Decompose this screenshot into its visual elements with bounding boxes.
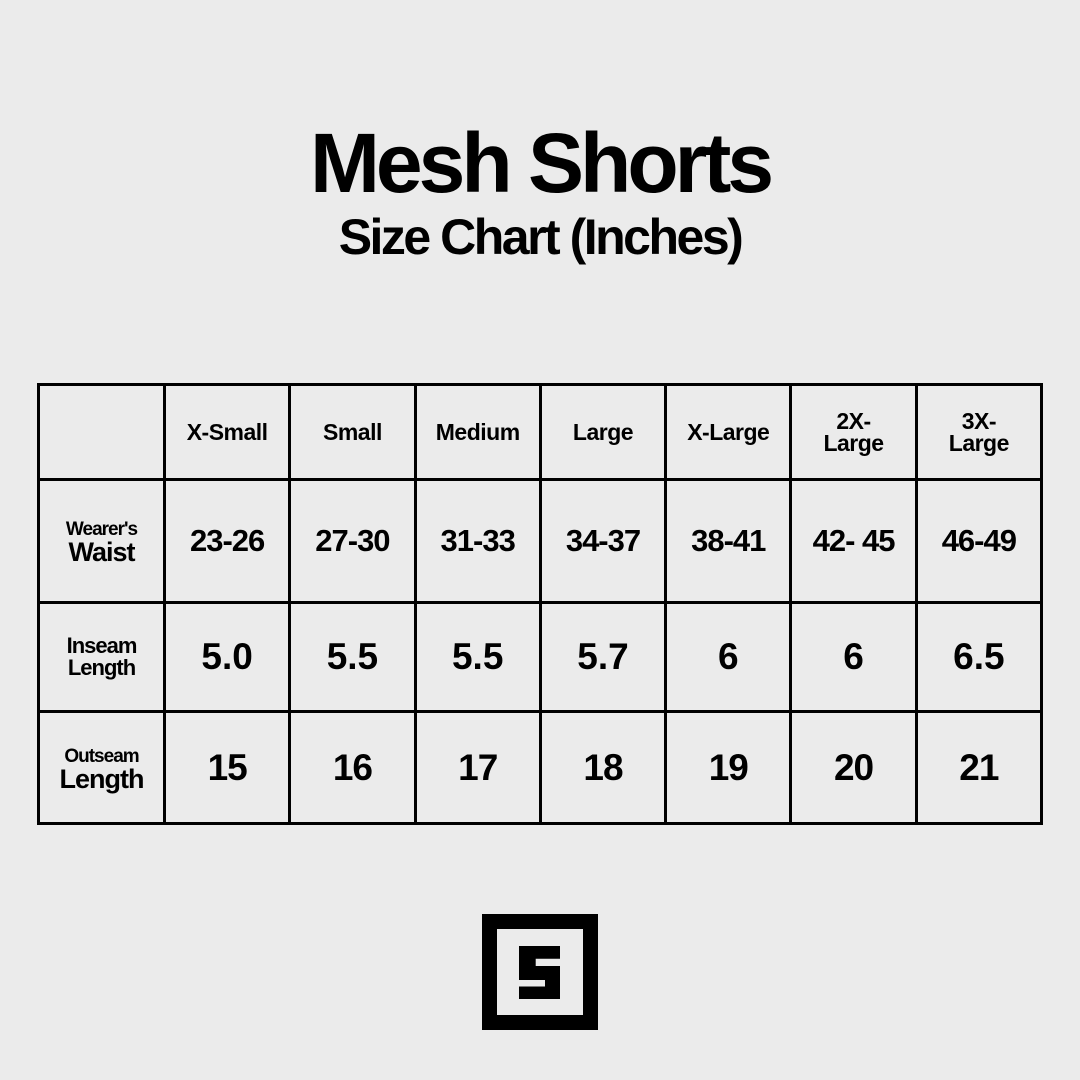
value-cell: 42- 45 <box>789 478 918 604</box>
row-label: Inseam Length <box>37 601 166 713</box>
size-header: Small <box>288 383 417 481</box>
table-row-waist: Wearer's Waist 23-26 27-30 31-33 34-37 38… <box>37 478 1044 604</box>
table-row-inseam: Inseam Length 5.0 5.5 5.5 5.7 6 6 6.5 <box>37 601 1044 713</box>
size-header: X-Small <box>162 383 292 481</box>
value-cell: 19 <box>664 710 793 825</box>
size-header: 2X-Large <box>789 383 918 481</box>
size-chart-table: X-Small Small Medium Large X-Large 2X-La… <box>37 383 1044 825</box>
page-subtitle: Size Chart (Inches) <box>338 209 744 265</box>
row-label-top: Wearer's <box>65 519 138 540</box>
value-cell: 18 <box>538 710 668 825</box>
page-title: Mesh Shorts <box>309 116 774 210</box>
size-header: Large <box>538 383 668 481</box>
value-cell: 46-49 <box>914 478 1044 604</box>
value-cell: 20 <box>789 710 918 825</box>
value-cell: 31-33 <box>413 478 542 604</box>
value-cell: 6.5 <box>914 601 1044 713</box>
value-cell: 5.0 <box>162 601 292 713</box>
s-square-logo-icon <box>482 914 598 1030</box>
corner-cell <box>37 383 166 481</box>
value-cell: 6 <box>664 601 793 713</box>
row-label: Outseam Length <box>37 710 166 825</box>
value-cell: 38-41 <box>664 478 793 604</box>
size-header: X-Large <box>664 383 793 481</box>
value-cell: 27-30 <box>288 478 417 604</box>
size-header: Medium <box>413 383 542 481</box>
value-cell: 21 <box>914 710 1044 825</box>
row-label-top: Outseam <box>64 745 139 767</box>
table-row-outseam: Outseam Length 15 16 17 18 19 20 21 <box>37 710 1044 825</box>
value-cell: 6 <box>789 601 918 713</box>
value-cell: 23-26 <box>162 478 292 604</box>
row-label-bottom: Length <box>67 655 136 680</box>
row-label: Wearer's Waist <box>37 478 166 604</box>
header-row: X-Small Small Medium Large X-Large 2X-La… <box>37 383 1044 481</box>
row-label-bottom: Waist <box>68 537 135 567</box>
value-cell: 5.5 <box>288 601 417 713</box>
size-header: 3X-Large <box>914 383 1044 481</box>
value-cell: 15 <box>162 710 292 825</box>
row-label-bottom: Length <box>59 763 145 794</box>
value-cell: 5.7 <box>538 601 668 713</box>
value-cell: 34-37 <box>538 478 668 604</box>
row-label-top: Inseam <box>66 633 138 658</box>
value-cell: 5.5 <box>413 601 542 713</box>
value-cell: 17 <box>413 710 542 825</box>
value-cell: 16 <box>288 710 417 825</box>
